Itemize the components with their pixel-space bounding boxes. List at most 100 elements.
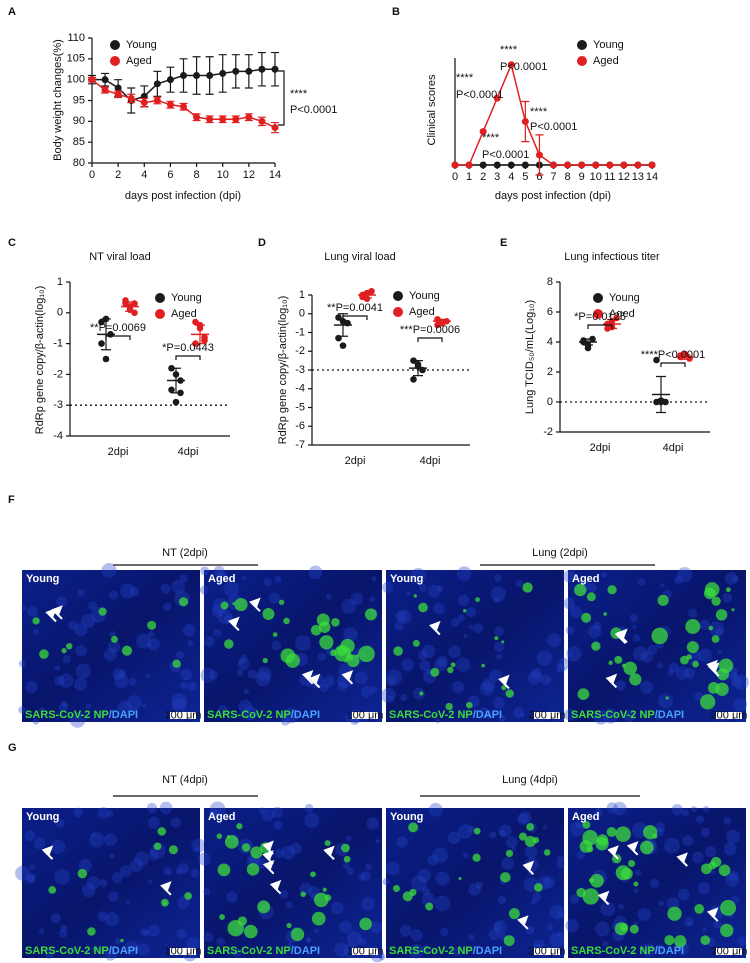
np-signal — [639, 840, 654, 855]
nuclei — [148, 879, 153, 884]
np-signal — [686, 654, 692, 660]
np-signal — [120, 938, 124, 943]
np-signal — [481, 663, 486, 668]
nuclei — [448, 645, 462, 659]
nuclei — [587, 583, 597, 593]
nuclei — [457, 566, 472, 581]
nuclei — [419, 660, 431, 672]
nuclei — [339, 920, 352, 933]
y-tick-label: 85 — [73, 136, 85, 148]
np-signal — [280, 648, 296, 664]
nuclei — [77, 589, 85, 597]
nuclei — [74, 677, 88, 691]
nuclei — [468, 624, 474, 630]
np-signal — [700, 694, 716, 710]
scale-bar — [170, 712, 196, 719]
bracket — [105, 335, 131, 340]
np-signal — [524, 835, 536, 847]
y-tick-label: 95 — [73, 94, 85, 106]
stain-dapi: /DAPI — [655, 709, 684, 721]
nuclei — [488, 928, 501, 941]
nuclei — [496, 653, 503, 660]
x-tick-label: 3 — [494, 171, 500, 183]
nuclei — [649, 878, 660, 889]
nuclei — [159, 801, 173, 815]
nuclei — [24, 830, 36, 841]
nuclei — [60, 924, 68, 932]
nuclei — [688, 608, 698, 618]
nuclei — [419, 583, 428, 592]
nuclei — [709, 621, 724, 637]
np-signal — [364, 608, 377, 621]
annotation: P<0.0001 — [290, 104, 337, 116]
legend-marker — [393, 307, 403, 317]
np-signal — [503, 935, 515, 947]
x-tick-label: 12 — [618, 171, 630, 183]
data-point — [127, 94, 135, 102]
nuclei — [435, 718, 440, 724]
np-signal — [168, 845, 178, 855]
y-tick-label: -1 — [295, 326, 305, 338]
np-signal — [466, 701, 473, 709]
nuclei — [410, 567, 427, 584]
group-label: Lung (2dpi) — [532, 547, 588, 559]
nuclei — [109, 590, 119, 600]
nuclei — [145, 673, 151, 679]
nuclei — [108, 891, 119, 902]
error-bar — [656, 375, 666, 414]
np-signal — [590, 873, 604, 888]
nuclei — [385, 861, 400, 876]
nuclei — [62, 655, 71, 664]
nuclei — [216, 571, 228, 583]
nuclei — [237, 658, 250, 671]
nuclei — [493, 596, 501, 604]
nuclei — [282, 707, 299, 724]
np-signal — [581, 612, 592, 623]
nuclei — [217, 609, 233, 625]
nuclei — [501, 857, 515, 870]
nuclei — [632, 624, 637, 630]
nuclei — [717, 649, 722, 654]
np-signal — [508, 908, 520, 920]
legend-label: Young — [409, 290, 440, 302]
nuclei — [91, 946, 98, 953]
arrow — [41, 845, 54, 860]
nuclei — [103, 648, 118, 662]
nuclei — [44, 949, 54, 959]
np-signal — [278, 599, 285, 606]
data-point — [271, 124, 279, 132]
nuclei — [505, 836, 518, 849]
nuclei — [273, 820, 283, 830]
np-signal — [450, 662, 456, 668]
np-signal — [236, 823, 243, 830]
nuclei — [148, 850, 159, 861]
nuclei — [381, 687, 397, 703]
nuclei — [365, 863, 372, 871]
nuclei — [187, 640, 194, 647]
nuclei — [171, 692, 188, 709]
nuclei — [434, 658, 448, 672]
np-signal — [665, 696, 669, 700]
np-signal — [543, 849, 551, 856]
nuclei — [341, 598, 357, 614]
nuclei — [467, 825, 476, 833]
nuclei — [682, 835, 694, 846]
nuclei — [369, 596, 376, 602]
x-tick-label: 2 — [480, 171, 486, 183]
bracket — [417, 337, 443, 342]
data-point — [564, 161, 572, 169]
np-signal — [475, 597, 480, 602]
nuclei — [304, 812, 320, 828]
np-signal — [359, 917, 372, 931]
tile-label: Aged — [572, 573, 600, 585]
data-point — [166, 76, 174, 84]
nuclei — [337, 681, 348, 691]
nuclei — [119, 865, 132, 878]
data-point — [578, 161, 586, 169]
data-point — [620, 161, 628, 169]
np-signal — [430, 667, 440, 677]
stain-dapi: /DAPI — [655, 945, 684, 957]
nuclei — [689, 650, 701, 663]
data-point — [606, 161, 614, 169]
